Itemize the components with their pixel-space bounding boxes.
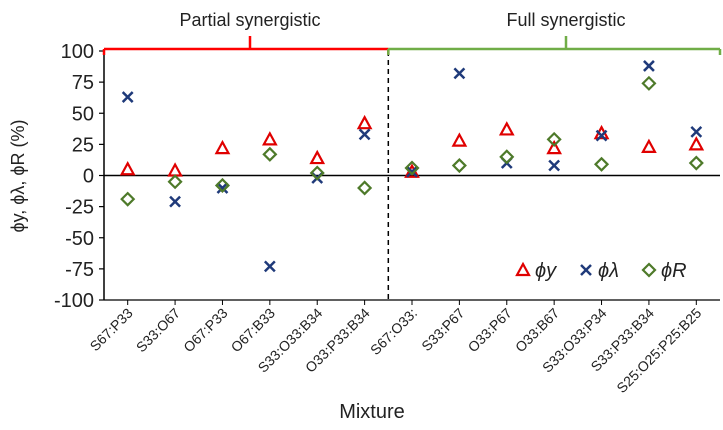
point-x xyxy=(690,126,703,138)
region-label: Full synergistic xyxy=(506,10,625,30)
x-tick-label: S33:O67 xyxy=(133,305,184,356)
marker-stroke xyxy=(690,126,703,138)
x-tick-label: S33:P67 xyxy=(418,305,467,354)
marker-stroke xyxy=(580,264,592,276)
x-tick-label: S25:O25:P25:B25 xyxy=(613,305,704,396)
marker-stroke xyxy=(121,91,134,103)
point-diamond xyxy=(641,75,657,91)
point-diamond xyxy=(451,157,467,174)
marker-stroke xyxy=(643,60,655,72)
point-diamond xyxy=(214,177,231,194)
x-axis-label: Mixture xyxy=(339,401,405,423)
point-x xyxy=(453,67,466,80)
marker-stroke xyxy=(548,159,561,172)
point-x xyxy=(643,60,655,72)
point-x xyxy=(121,91,134,103)
legend-marker xyxy=(641,262,657,278)
x-tick-label: S67:O33: xyxy=(367,305,420,358)
y-tick-label: -25 xyxy=(65,197,94,219)
legend-label: ϕy xyxy=(535,260,557,282)
legend-marker xyxy=(580,264,592,276)
legend: ϕy ϕλ ϕR xyxy=(515,260,687,282)
point-x xyxy=(548,159,561,172)
point-triangle xyxy=(688,136,705,151)
y-tick-label: 25 xyxy=(72,134,94,156)
marker-stroke xyxy=(406,165,418,178)
point-triangle xyxy=(356,114,373,130)
point-diamond xyxy=(593,156,610,172)
point-x xyxy=(406,165,418,178)
point-diamond xyxy=(546,131,562,147)
marker-stroke xyxy=(595,129,608,142)
point-diamond xyxy=(167,174,183,190)
legend-label: ϕλ xyxy=(598,260,619,282)
point-x xyxy=(595,129,608,142)
point-triangle xyxy=(119,160,136,176)
marker-stroke xyxy=(216,182,229,194)
marker-stroke xyxy=(263,260,276,273)
axes-layer: 100 75 50 25 0 -25 -50 -75 -100S67:P33S33:O67O67… xyxy=(54,41,720,396)
marker-stroke xyxy=(453,67,466,80)
point-triangle xyxy=(261,131,278,146)
point-x xyxy=(216,182,229,194)
point-diamond xyxy=(404,160,420,176)
region-label: Partial synergistic xyxy=(179,10,320,30)
y-tick-label: -100 xyxy=(54,290,94,312)
point-x xyxy=(169,195,181,208)
legend-label: ϕR xyxy=(661,260,687,282)
point-triangle xyxy=(167,162,183,177)
y-tick-label: 75 xyxy=(72,72,94,94)
point-x xyxy=(358,128,371,141)
point-triangle xyxy=(309,149,326,165)
region-brackets: Partial synergistic Full synergistic xyxy=(102,10,722,300)
x-tick-label: O67:P33 xyxy=(180,305,231,356)
x-tick-label: O33:P67 xyxy=(464,305,515,356)
point-triangle xyxy=(498,121,515,136)
data-marks xyxy=(119,60,705,273)
y-tick-label: 0 xyxy=(83,166,94,188)
point-triangle xyxy=(641,138,657,153)
y-axis-label: ϕy, ϕλ, ϕR (%) xyxy=(8,120,28,233)
point-x xyxy=(263,260,276,273)
point-diamond xyxy=(120,191,136,207)
point-triangle xyxy=(214,139,231,155)
y-tick-label: -75 xyxy=(65,259,94,281)
y-tick-label: 50 xyxy=(72,103,94,125)
x-tick-label: S67:P33 xyxy=(87,305,136,354)
point-diamond xyxy=(309,165,325,181)
point-triangle xyxy=(451,132,468,147)
y-tick-label: -50 xyxy=(65,228,94,250)
marker-stroke xyxy=(169,195,181,208)
point-triangle xyxy=(546,139,563,155)
y-tick-label: 100 xyxy=(61,41,94,63)
point-diamond xyxy=(262,146,278,162)
marker-stroke xyxy=(358,128,371,141)
point-diamond xyxy=(499,149,515,165)
point-diamond xyxy=(688,155,704,171)
legend-marker xyxy=(515,261,531,277)
point-diamond xyxy=(357,180,373,196)
